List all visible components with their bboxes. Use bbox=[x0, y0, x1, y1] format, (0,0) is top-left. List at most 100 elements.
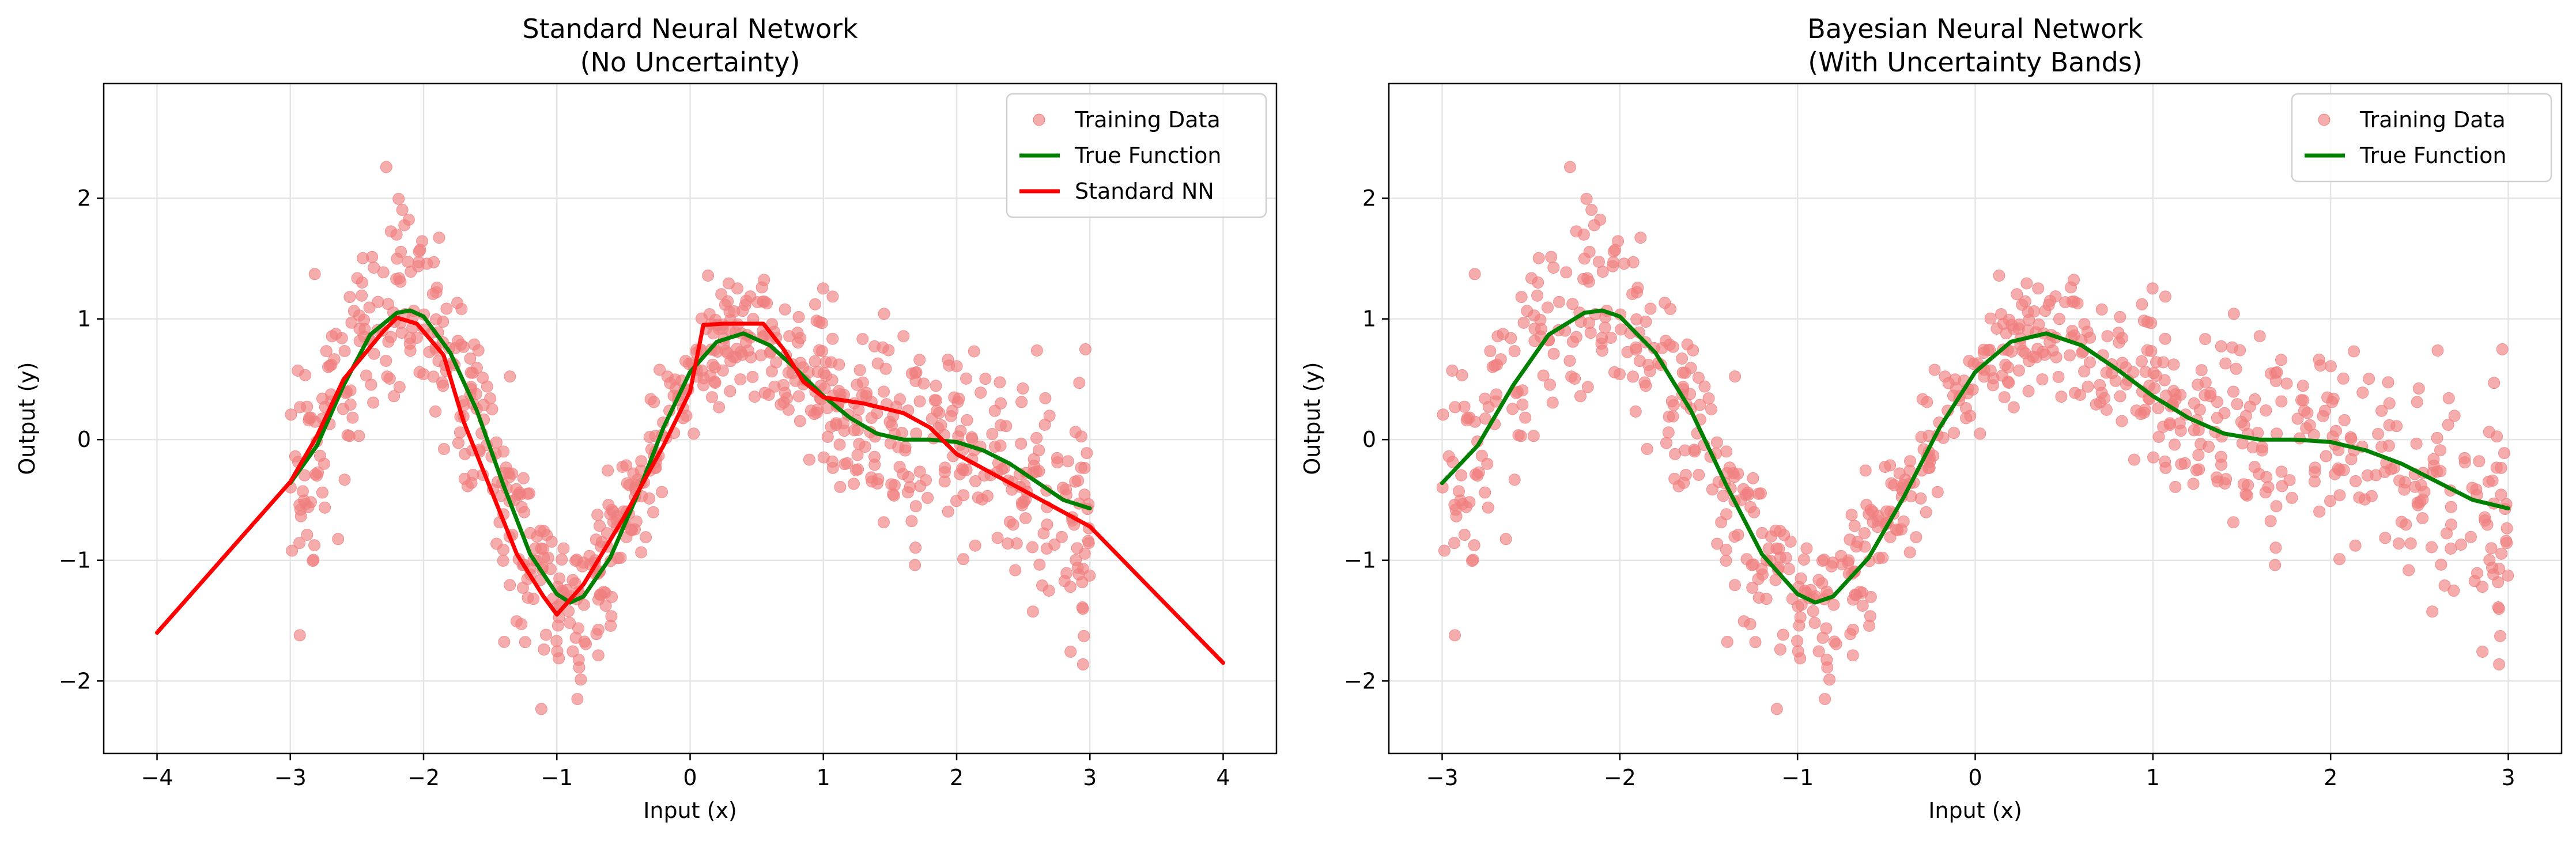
training-data-point bbox=[1664, 302, 1676, 315]
training-data-point bbox=[583, 550, 596, 562]
training-data-point bbox=[809, 298, 821, 310]
training-data-point bbox=[848, 478, 860, 490]
training-data-point bbox=[1910, 531, 1922, 544]
training-data-point bbox=[2127, 366, 2140, 378]
training-data-point bbox=[1797, 553, 1810, 566]
legend-marker-training-data bbox=[2318, 113, 2331, 126]
training-data-point bbox=[630, 515, 643, 528]
training-data-point bbox=[1069, 475, 1082, 488]
training-data-point bbox=[792, 310, 805, 323]
training-data-point bbox=[1720, 508, 1733, 521]
training-data-point bbox=[575, 673, 587, 686]
y-tick-label: 1 bbox=[77, 306, 91, 332]
training-data-point bbox=[2438, 579, 2451, 592]
training-data-point bbox=[897, 330, 910, 343]
training-data-point bbox=[323, 359, 336, 372]
training-data-point bbox=[719, 298, 731, 311]
training-data-point bbox=[910, 366, 923, 378]
training-data-point bbox=[2256, 444, 2268, 457]
true-function-line bbox=[288, 308, 1092, 605]
training-data-point bbox=[1599, 321, 1611, 334]
training-data-point bbox=[301, 529, 313, 541]
training-data-point bbox=[740, 294, 753, 307]
training-data-point bbox=[838, 458, 851, 471]
training-data-point bbox=[504, 370, 516, 383]
training-data-point bbox=[1823, 673, 1836, 686]
training-data-point bbox=[1511, 385, 1524, 398]
training-data-point bbox=[2159, 332, 2171, 345]
training-data-point bbox=[1746, 581, 1759, 594]
training-data-point bbox=[1517, 316, 1530, 329]
training-data-point bbox=[1756, 526, 1769, 539]
training-data-point bbox=[1446, 364, 1459, 377]
training-data-point bbox=[868, 459, 881, 471]
training-data-point bbox=[768, 380, 781, 393]
training-data-point bbox=[2297, 380, 2309, 392]
training-data-point bbox=[2426, 541, 2438, 554]
training-data-point bbox=[452, 437, 464, 449]
training-data-point bbox=[1848, 520, 1861, 532]
legend-label: True Function bbox=[1074, 143, 1221, 168]
training-data-point bbox=[2488, 377, 2501, 389]
training-data-point bbox=[1581, 381, 1594, 393]
training-data-point bbox=[913, 354, 926, 366]
training-data-point bbox=[1864, 610, 1876, 623]
training-data-point bbox=[542, 551, 554, 564]
training-data-point bbox=[519, 636, 531, 649]
training-data-point bbox=[1547, 262, 1560, 274]
training-data-point bbox=[515, 501, 528, 513]
training-data-point bbox=[497, 543, 509, 556]
training-data-point bbox=[1547, 347, 1560, 360]
training-data-point bbox=[2348, 345, 2360, 358]
training-data-point bbox=[332, 533, 345, 545]
training-data-point bbox=[914, 480, 927, 492]
training-data-point bbox=[1062, 455, 1074, 468]
training-data-point bbox=[1854, 586, 1866, 598]
training-data-point bbox=[988, 441, 1001, 453]
training-data-point bbox=[1721, 635, 1733, 648]
training-data-point bbox=[2353, 491, 2366, 504]
training-data-point bbox=[1720, 554, 1732, 567]
training-data-point bbox=[2393, 474, 2406, 487]
training-data-point bbox=[703, 308, 716, 320]
legend-label: Standard NN bbox=[1075, 179, 1214, 204]
training-data-point bbox=[2020, 277, 2033, 290]
training-data-point bbox=[1665, 395, 1678, 408]
training-data-point bbox=[2187, 478, 2200, 490]
training-data-point bbox=[319, 501, 331, 514]
training-data-point bbox=[367, 396, 380, 409]
training-data-point bbox=[2128, 453, 2140, 466]
training-data-point bbox=[1884, 531, 1897, 543]
training-data-point bbox=[1016, 499, 1029, 511]
training-data-point bbox=[1532, 252, 1545, 264]
training-data-point bbox=[393, 381, 406, 393]
training-data-point bbox=[833, 438, 846, 451]
training-data-point bbox=[1577, 272, 1590, 285]
training-data-point bbox=[1582, 317, 1595, 329]
training-data-point bbox=[313, 449, 326, 462]
training-data-point bbox=[878, 308, 890, 320]
training-data-point bbox=[1592, 256, 1605, 268]
training-data-point bbox=[913, 395, 926, 408]
training-data-point bbox=[2431, 431, 2443, 444]
training-data-point bbox=[1553, 295, 1565, 308]
training-data-point bbox=[351, 272, 364, 285]
training-data-point bbox=[2135, 355, 2148, 367]
training-data-point bbox=[2192, 378, 2204, 391]
training-data-point bbox=[429, 405, 442, 418]
training-data-point bbox=[2324, 360, 2337, 373]
training-data-point bbox=[477, 372, 489, 384]
training-data-point bbox=[616, 461, 629, 473]
training-data-point bbox=[1508, 345, 1521, 357]
training-data-point bbox=[2150, 370, 2163, 382]
training-data-point bbox=[1702, 392, 1715, 405]
training-data-point bbox=[392, 192, 405, 205]
training-data-point bbox=[1630, 313, 1643, 325]
training-data-point bbox=[1920, 506, 1932, 518]
training-data-point bbox=[2094, 379, 2106, 391]
y-tick-label: 1 bbox=[1362, 306, 1376, 332]
training-data-point bbox=[2275, 354, 2287, 366]
training-data-point bbox=[598, 586, 610, 598]
training-data-point bbox=[2016, 298, 2029, 311]
training-data-point bbox=[430, 286, 443, 298]
